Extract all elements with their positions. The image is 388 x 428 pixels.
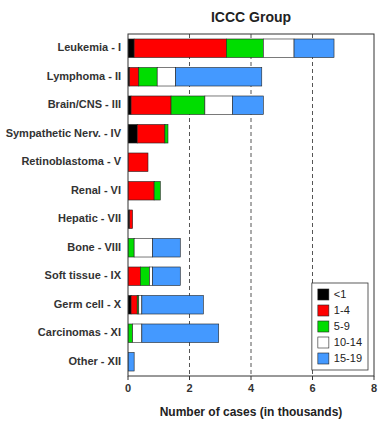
- bar-segment: [205, 96, 233, 115]
- bar-segment: [150, 267, 153, 286]
- y-axis-labels: Leukemia - I Lymphoma - II Brain/CNS - III…: [6, 41, 122, 367]
- bar-segment: [128, 39, 134, 58]
- bar-segment: [226, 39, 263, 58]
- legend-swatch: [318, 353, 329, 364]
- bar-segment: [130, 67, 139, 86]
- x-axis-label: Number of cases (in thousands): [160, 405, 343, 419]
- category-label: Leukemia - I: [57, 41, 121, 53]
- x-axis: 0 2 4 6 8: [125, 376, 377, 394]
- legend-label: 15-19: [334, 352, 362, 364]
- legend-label: 10-14: [334, 336, 362, 348]
- bar-segment: [167, 124, 168, 143]
- x-tick-label: 8: [371, 382, 377, 394]
- bar-segment: [147, 153, 148, 172]
- category-label: Soft tissue - IX: [45, 269, 122, 281]
- bar-segment: [130, 210, 133, 229]
- series: [128, 39, 334, 371]
- bar-segment: [139, 67, 157, 86]
- x-tick-label: 0: [125, 382, 131, 394]
- bar-segment: [153, 238, 181, 257]
- bar-segment: [128, 124, 137, 143]
- bar-segment: [157, 67, 175, 86]
- x-tick-label: 6: [309, 382, 315, 394]
- bar-segment: [142, 324, 219, 343]
- x-tick: [374, 376, 375, 380]
- legend-box: [312, 283, 368, 370]
- x-tick-label: 2: [186, 382, 192, 394]
- bar-segment: [128, 153, 148, 172]
- bar-segment: [137, 124, 165, 143]
- bar-segment: [160, 181, 161, 200]
- category-label: Hepatic - VII: [58, 212, 121, 224]
- bar-segment: [153, 267, 181, 286]
- bar-segment: [128, 267, 140, 286]
- bar-segment: [128, 238, 134, 257]
- series: [133, 39, 294, 343]
- x-tick: [189, 376, 190, 380]
- bar-segment: [154, 181, 160, 200]
- bar-segment: [165, 124, 168, 143]
- chart: Leukemia - I Lymphoma - II Brain/CNS - III…: [0, 0, 388, 428]
- series: [128, 39, 263, 343]
- bar-segment: [167, 124, 168, 143]
- bar-segment: [132, 210, 133, 229]
- legend: <1 1-4 5-9 10-14 15-19: [312, 283, 368, 370]
- legend-swatch: [318, 289, 329, 300]
- legend-label: 5-9: [334, 320, 350, 332]
- category-label: Retinoblastoma - V: [21, 155, 121, 167]
- bar-segment: [176, 67, 262, 86]
- bar-segment: [133, 324, 142, 343]
- bar-segment: [139, 295, 142, 314]
- x-tick: [251, 376, 252, 380]
- bar-segment: [171, 96, 205, 115]
- plot-frame: [128, 34, 374, 376]
- bar-segment: [128, 352, 134, 371]
- category-label: Brain/CNS - III: [48, 98, 121, 110]
- bar-segment: [233, 96, 264, 115]
- category-label: Germ cell - X: [54, 298, 122, 310]
- bars: [128, 39, 334, 371]
- legend-label: 1-4: [334, 304, 350, 316]
- x-tick-label: 4: [248, 382, 255, 394]
- bar-segment: [132, 210, 133, 229]
- category-label: Lymphoma - II: [47, 70, 121, 82]
- bar-segment: [147, 153, 148, 172]
- legend-swatch: [318, 337, 329, 348]
- bar-segment: [131, 295, 137, 314]
- category-label: Other - XII: [68, 355, 121, 367]
- category-label: Bone - VIII: [67, 241, 121, 253]
- bar-segment: [263, 39, 294, 58]
- legend-swatch: [318, 305, 329, 316]
- x-tick: [312, 376, 313, 380]
- bar-segment: [131, 96, 171, 115]
- bar-segment: [160, 181, 161, 200]
- category-label: Renal - VI: [71, 184, 121, 196]
- category-label: Sympathetic Nerv. - IV: [6, 127, 122, 139]
- bar-segment: [294, 39, 334, 58]
- bar-segment: [128, 324, 133, 343]
- legend-label: <1: [334, 288, 347, 300]
- bar-segment: [142, 295, 204, 314]
- legend-swatch: [318, 321, 329, 332]
- bar-segment: [132, 210, 133, 229]
- category-label: Carcinomas - XI: [38, 326, 121, 338]
- bar-segment: [128, 181, 154, 200]
- bar-segment: [134, 238, 152, 257]
- title: ICCC Group: [211, 9, 291, 25]
- x-tick: [128, 376, 129, 380]
- bar-segment: [134, 39, 226, 58]
- bar-segment: [147, 153, 148, 172]
- bar-segment: [140, 267, 149, 286]
